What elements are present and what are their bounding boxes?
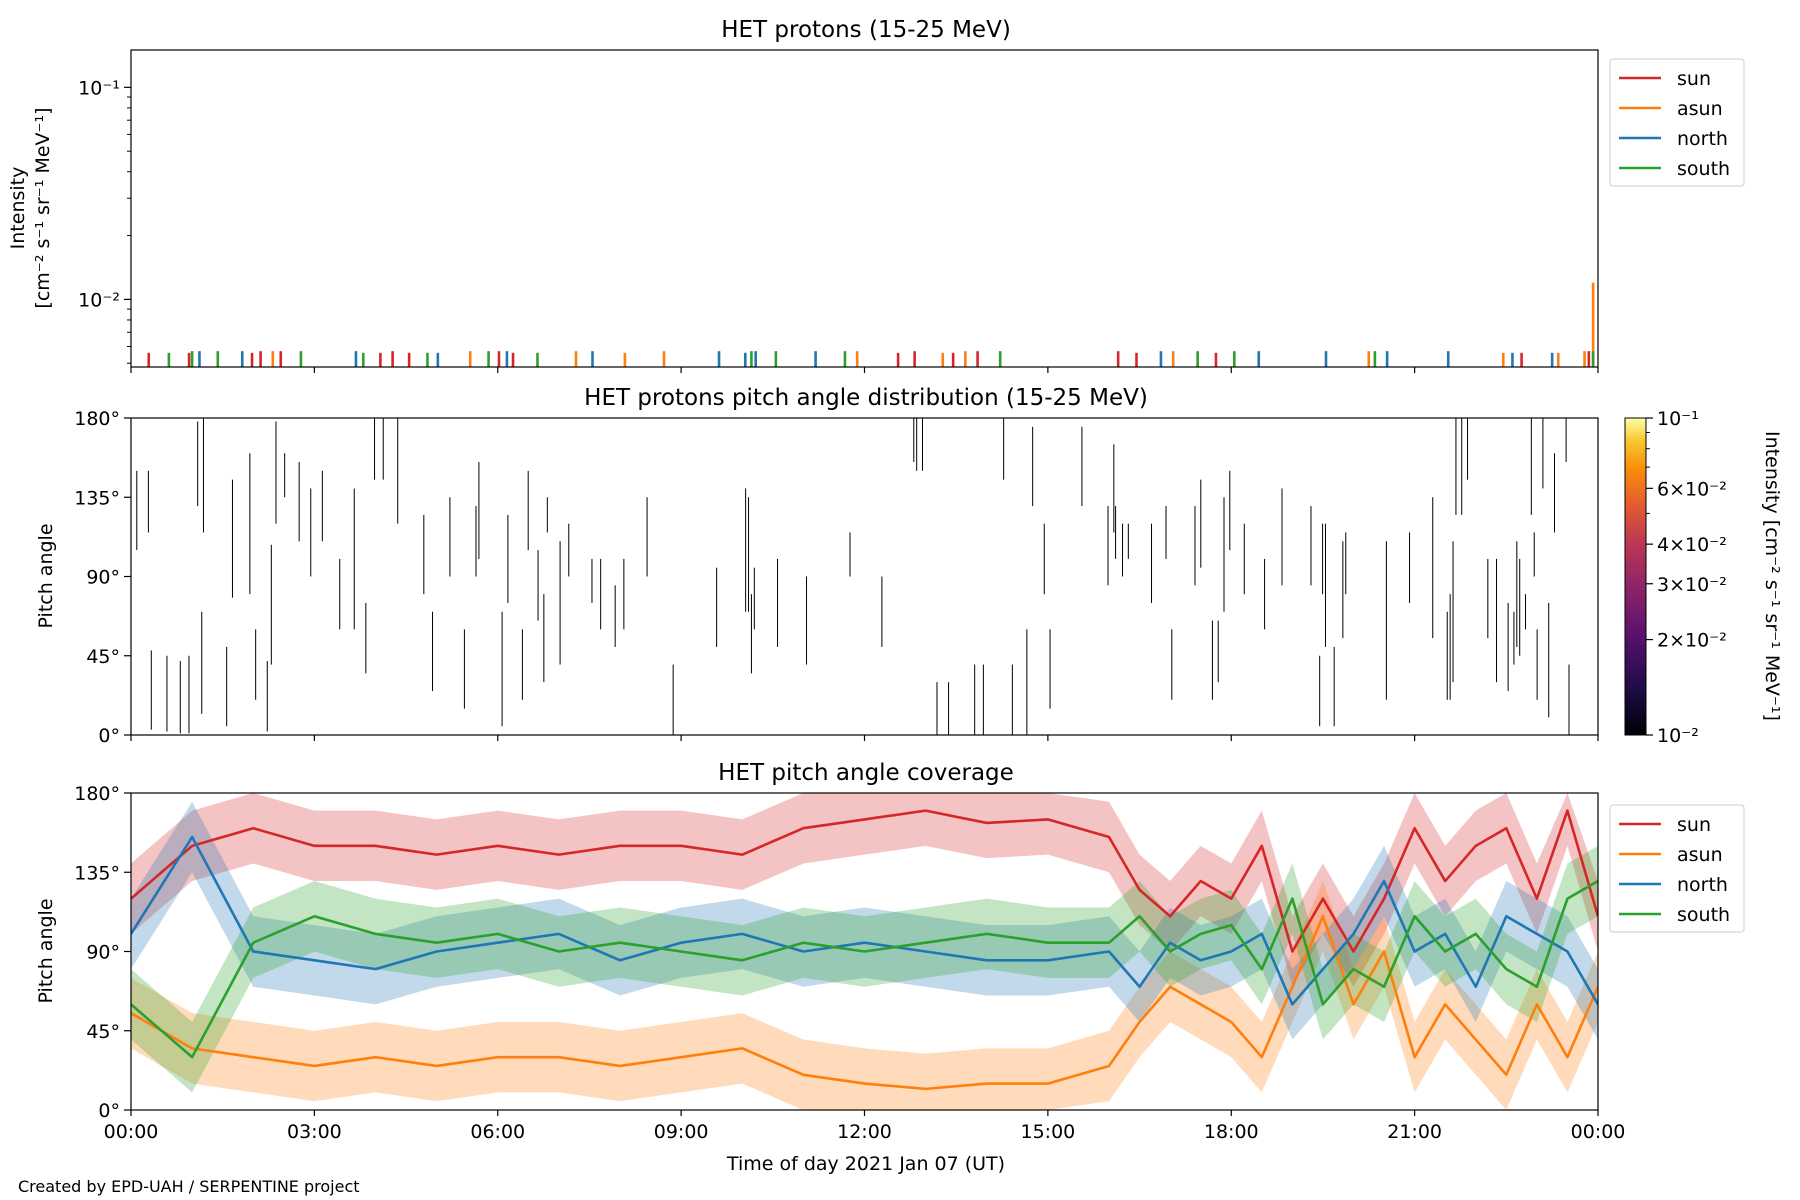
colorbar-tick-label: 2×10⁻² (1657, 630, 1727, 652)
xaxis-label: Time of day 2021 Jan 07 (UT) (726, 1153, 1005, 1175)
panel2-ticks: 0° 45° 90° 135° 180° (74, 408, 1599, 747)
panel3-title: HET pitch angle coverage (718, 760, 1014, 786)
legend-box (1609, 804, 1745, 933)
y-tick-label: 180° (74, 783, 120, 805)
y-tick-label: 10⁻¹ (78, 77, 120, 99)
legend-box (1609, 58, 1745, 187)
colorbar-tick-label: 4×10⁻² (1657, 534, 1727, 556)
panel1-ylabel-line2: [cm⁻² s⁻¹ sr⁻¹ MeV⁻¹] (32, 107, 54, 308)
y-tick-label: 45° (86, 1021, 120, 1043)
legend-label-north: north (1677, 128, 1728, 150)
y-tick-label: 135° (74, 862, 120, 884)
colorbar-tick-label: 3×10⁻² (1657, 574, 1727, 596)
panel1-ylabel: Intensity [cm⁻² s⁻¹ sr⁻¹ MeV⁻¹] (7, 107, 54, 308)
x-tick-label: 09:00 (654, 1121, 709, 1143)
panel1-legend: sun asun north south (1609, 58, 1745, 187)
panel3-lines (131, 793, 1598, 1110)
x-tick-label: 18:00 (1204, 1121, 1259, 1143)
x-tick-label: 12:00 (837, 1121, 892, 1143)
x-tick-label: 00:00 (104, 1121, 159, 1143)
credit-text: Created by EPD-UAH / SERPENTINE project (18, 1177, 360, 1196)
panel1-bars (147, 282, 1595, 367)
panel2-ylabel: Pitch angle (35, 523, 57, 628)
y-tick-label: 10⁻² (78, 289, 120, 311)
panel2-segments (136, 418, 1570, 735)
coverage-line-sun (131, 809, 1598, 953)
colorbar: 10⁻² 2×10⁻² 3×10⁻² 4×10⁻² 6×10⁻² 10⁻¹ Intensit… (1624, 408, 1783, 747)
panel1-frame (130, 49, 1599, 368)
coverage-band-asun (131, 881, 1598, 1110)
x-tick-label: 15:00 (1020, 1121, 1075, 1143)
y-tick-label: 90° (86, 942, 120, 964)
y-tick-label: 45° (86, 646, 120, 668)
coverage-band-sun (131, 793, 1598, 987)
legend-label-asun: asun (1677, 98, 1723, 120)
legend-label-north: north (1677, 874, 1728, 896)
colorbar-tick-label: 10⁻² (1657, 725, 1699, 747)
legend-label-south: south (1677, 904, 1730, 926)
legend-label-south: south (1677, 158, 1730, 180)
legend-label-sun: sun (1677, 814, 1711, 836)
legend-label-sun: sun (1677, 68, 1711, 90)
panel3-ylabel: Pitch angle (35, 898, 57, 1003)
y-tick-label: 90° (86, 567, 120, 589)
y-tick-label: 0° (98, 725, 120, 747)
panel2-frame (130, 417, 1599, 736)
y-tick-label: 0° (98, 1100, 120, 1122)
colorbar-tick-label: 10⁻¹ (1657, 408, 1699, 430)
x-tick-label: 21:00 (1387, 1121, 1442, 1143)
panel3-frame (130, 792, 1599, 1111)
x-tick-label: 03:00 (287, 1121, 342, 1143)
panel2-title: HET protons pitch angle distribution (15… (584, 385, 1148, 411)
coverage-band-north (131, 801, 1598, 1040)
coverage-line-south (131, 879, 1598, 1059)
panel3-ticks: 0° 45° 90° 135° 180° 00:00 03:00 06:00 09:00 12:0… (74, 783, 1625, 1143)
panel1-ylabel-line1: Intensity (7, 167, 29, 250)
y-tick-label: 135° (74, 487, 120, 509)
intensity-panel: HET protons (15-25 MeV) Intensity [cm⁻² s… (7, 17, 1745, 373)
legend-label-asun: asun (1677, 844, 1723, 866)
colorbar-tick-label: 6×10⁻² (1657, 478, 1727, 500)
pitch-angle-coverage-panel: HET pitch angle coverage Pitch angle 0° 4… (35, 760, 1745, 1175)
coverage-line-asun (131, 914, 1598, 1091)
panel1-title: HET protons (15-25 MeV) (721, 17, 1011, 43)
pitch-angle-distribution-panel: HET protons pitch angle distribution (15… (35, 385, 1783, 747)
x-tick-label: 00:00 (1571, 1121, 1626, 1143)
colorbar-label: Intensity [cm⁻² s⁻¹ sr⁻¹ MeV⁻¹] (1761, 431, 1783, 721)
panel3-legend: sun asun north south (1609, 804, 1745, 933)
y-tick-label: 180° (74, 408, 120, 430)
colorbar-bar (1624, 417, 1647, 736)
coverage-band-south (131, 845, 1598, 1093)
x-tick-label: 06:00 (470, 1121, 525, 1143)
panel1-ticks: 10⁻² 10⁻¹ (78, 77, 1599, 373)
